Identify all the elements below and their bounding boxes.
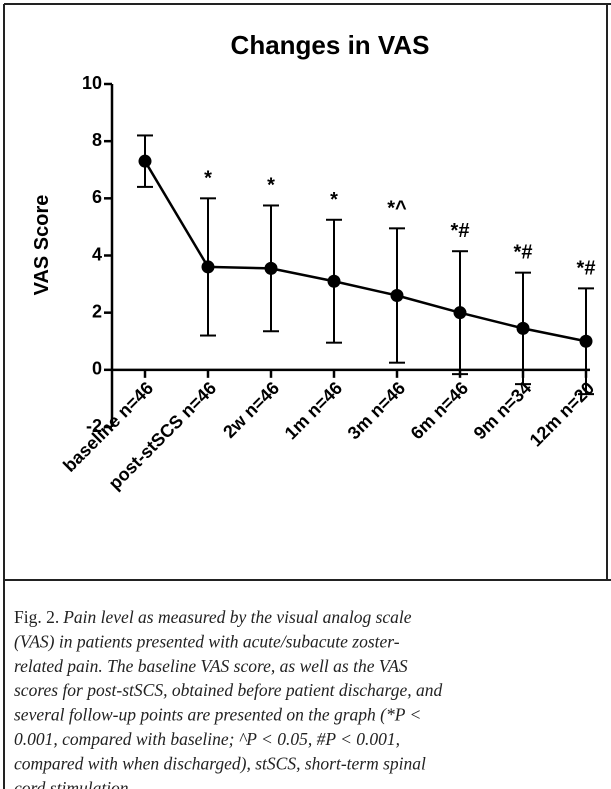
caption-line: related pain. The baseline VAS score, as… <box>14 656 408 676</box>
x-tick-label: 9m n=34 <box>470 378 535 443</box>
point-label: * <box>330 189 338 211</box>
data-point <box>516 321 530 335</box>
y-axis-label: VAS Score <box>31 195 53 296</box>
x-tick-label: 2w n=46 <box>219 378 283 442</box>
point-label: * <box>267 174 275 196</box>
x-tick-label: post-stSCS n=46 <box>105 378 221 494</box>
chart-title: Changes in VAS <box>231 30 430 60</box>
data-point <box>138 154 152 168</box>
data-point <box>327 274 341 288</box>
y-tick-label: 10 <box>82 73 102 93</box>
x-tick-label: 1m n=46 <box>281 378 346 443</box>
caption-line: Pain level as measured by the visual ana… <box>62 607 412 627</box>
caption-line: scores for post-stSCS, obtained before p… <box>14 680 442 700</box>
x-tick-label: 3m n=46 <box>344 378 409 443</box>
y-tick-label: 2 <box>92 301 102 321</box>
x-tick-label: 12m n=20 <box>526 378 599 451</box>
point-label: *^ <box>387 197 407 219</box>
data-point <box>390 289 404 303</box>
data-point <box>453 306 467 320</box>
caption-label: Fig. 2. <box>14 607 59 627</box>
y-tick-label: -2 <box>86 416 102 436</box>
caption-line: cord stimulation. <box>14 778 133 789</box>
caption-line: compared with when discharged), stSCS, s… <box>14 753 426 773</box>
caption-line: (VAS) in patients presented with acute/s… <box>14 631 400 651</box>
x-tick-label: 6m n=46 <box>407 378 472 443</box>
data-point <box>201 260 215 274</box>
point-label: *# <box>514 242 533 264</box>
data-point <box>264 261 278 275</box>
caption-line: 0.001, compared with baseline; ^P < 0.05… <box>14 729 400 749</box>
point-label: *# <box>451 220 470 242</box>
data-point <box>579 334 593 348</box>
y-tick-label: 8 <box>92 130 102 150</box>
point-label: *# <box>577 257 596 279</box>
y-tick-label: 0 <box>92 359 102 379</box>
y-tick-label: 6 <box>92 187 102 207</box>
data-line <box>143 160 587 343</box>
caption-line: several follow-up points are presented o… <box>14 705 421 725</box>
frame <box>3 3 611 789</box>
y-tick-label: 4 <box>92 244 102 264</box>
point-label: * <box>204 167 212 189</box>
